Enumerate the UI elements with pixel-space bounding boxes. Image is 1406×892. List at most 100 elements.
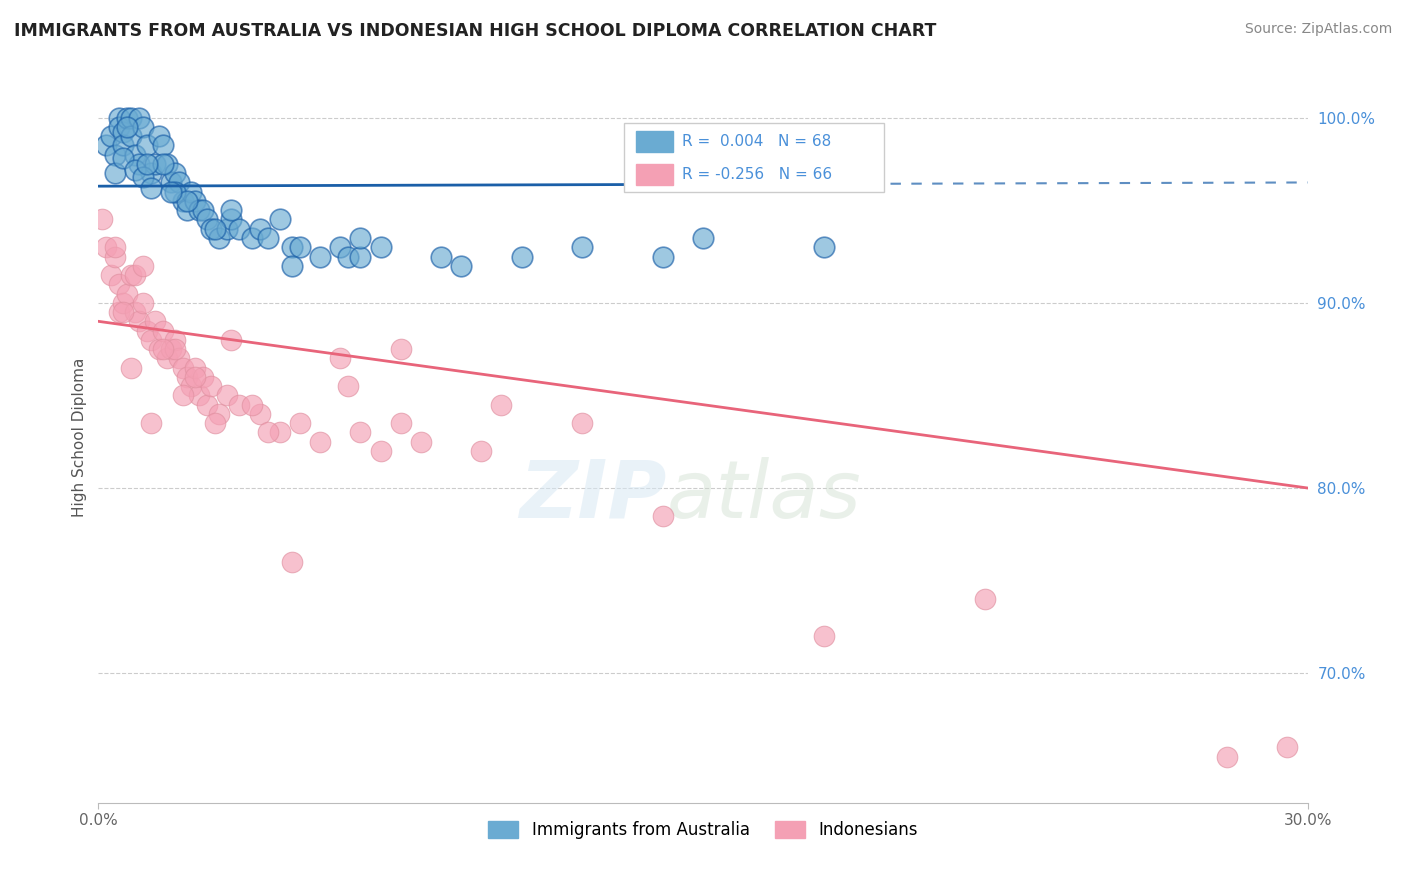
Point — [221, 203, 243, 218]
Point — [103, 240, 125, 254]
Point — [91, 212, 114, 227]
Point — [337, 379, 360, 393]
Point — [309, 434, 332, 449]
Point — [200, 221, 222, 235]
Point — [107, 305, 129, 319]
Point — [813, 629, 835, 643]
Point — [193, 203, 215, 218]
Point — [172, 194, 194, 208]
Point — [176, 370, 198, 384]
Point — [163, 185, 186, 199]
FancyBboxPatch shape — [624, 122, 884, 192]
Point — [240, 231, 263, 245]
Point — [111, 138, 134, 153]
Point — [349, 250, 371, 264]
Point — [143, 157, 166, 171]
Point — [107, 120, 129, 134]
Point — [160, 185, 183, 199]
Point — [111, 305, 134, 319]
Point — [200, 379, 222, 393]
Point — [135, 138, 157, 153]
Text: Source: ZipAtlas.com: Source: ZipAtlas.com — [1244, 22, 1392, 37]
Point — [100, 129, 122, 144]
Point — [1277, 740, 1299, 755]
Point — [96, 138, 118, 153]
Point — [430, 250, 453, 264]
Point — [217, 388, 239, 402]
Point — [240, 398, 263, 412]
Point — [184, 194, 207, 208]
Point — [208, 231, 231, 245]
Point — [269, 425, 291, 440]
Point — [370, 444, 392, 458]
Point — [288, 416, 311, 430]
Point — [135, 157, 157, 171]
Text: R =  0.004   N = 68: R = 0.004 N = 68 — [682, 134, 832, 149]
Point — [309, 250, 332, 264]
Point — [152, 157, 174, 171]
Point — [139, 416, 162, 430]
Point — [176, 203, 198, 218]
Point — [450, 259, 472, 273]
Point — [120, 111, 142, 125]
Text: atlas: atlas — [666, 457, 862, 534]
Point — [188, 388, 211, 402]
Point — [148, 129, 170, 144]
Point — [152, 342, 174, 356]
Point — [184, 370, 207, 384]
Point — [281, 240, 304, 254]
Point — [111, 152, 134, 166]
Point — [124, 268, 146, 282]
Point — [470, 444, 492, 458]
Point — [163, 342, 186, 356]
Point — [349, 231, 371, 245]
Point — [124, 147, 146, 161]
Point — [107, 111, 129, 125]
Point — [692, 231, 714, 245]
Point — [510, 250, 533, 264]
Point — [124, 162, 146, 177]
Point — [491, 398, 513, 412]
Point — [167, 176, 190, 190]
Point — [135, 324, 157, 338]
Text: ZIP: ZIP — [519, 457, 666, 534]
Point — [281, 555, 304, 569]
Point — [221, 333, 243, 347]
Point — [370, 240, 392, 254]
Point — [132, 295, 155, 310]
Point — [204, 221, 226, 235]
Point — [349, 425, 371, 440]
Point — [256, 231, 278, 245]
Point — [204, 416, 226, 430]
Point — [571, 240, 593, 254]
Point — [132, 169, 155, 184]
Point — [111, 126, 134, 140]
Bar — [637, 131, 672, 152]
Point — [389, 342, 412, 356]
Point — [124, 305, 146, 319]
Bar — [637, 164, 672, 185]
Point — [100, 268, 122, 282]
Point — [188, 203, 211, 218]
Point — [139, 181, 162, 195]
Point — [167, 351, 190, 366]
Point — [156, 157, 179, 171]
Point — [288, 240, 311, 254]
Point — [103, 166, 125, 180]
Point — [139, 333, 162, 347]
Point — [120, 360, 142, 375]
Point — [180, 185, 202, 199]
Y-axis label: High School Diploma: High School Diploma — [72, 358, 87, 516]
Point — [107, 277, 129, 292]
Point — [337, 250, 360, 264]
Point — [96, 240, 118, 254]
Point — [143, 314, 166, 328]
Point — [329, 240, 352, 254]
Point — [128, 157, 150, 171]
Legend: Immigrants from Australia, Indonesians: Immigrants from Australia, Indonesians — [482, 814, 924, 846]
Point — [651, 250, 673, 264]
Point — [132, 259, 155, 273]
Point — [152, 324, 174, 338]
Point — [409, 434, 432, 449]
Point — [103, 250, 125, 264]
